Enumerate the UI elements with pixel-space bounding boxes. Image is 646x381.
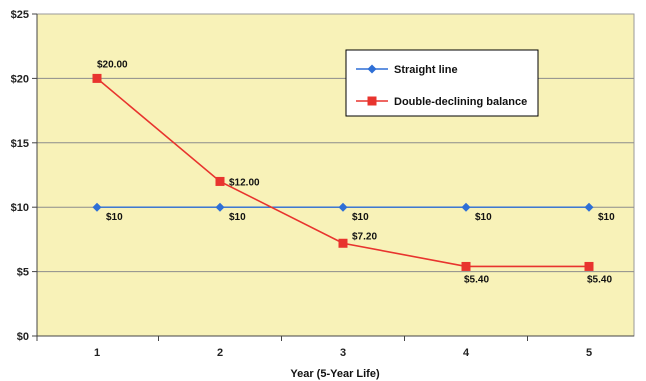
axes bbox=[36, 14, 634, 337]
x-tick-label: 5 bbox=[586, 347, 592, 359]
data-point bbox=[215, 202, 225, 212]
data-point bbox=[338, 238, 348, 248]
data-label: $12.00 bbox=[229, 177, 260, 188]
data-point bbox=[461, 202, 471, 212]
y-tick-label: $0 bbox=[17, 331, 29, 343]
series-1 bbox=[92, 202, 594, 212]
x-tick-label: 4 bbox=[463, 347, 470, 359]
y-tick-label: $15 bbox=[11, 138, 29, 150]
data-label: $10 bbox=[475, 212, 492, 223]
legend: Straight line Double-declining balance bbox=[345, 49, 539, 117]
data-point bbox=[584, 261, 594, 271]
data-point bbox=[92, 202, 102, 212]
data-label: $5.40 bbox=[587, 274, 612, 285]
data-point bbox=[584, 202, 594, 212]
x-tick-label: 1 bbox=[94, 347, 100, 359]
y-tick-label: $25 bbox=[11, 9, 29, 21]
legend-item: Double-declining balance bbox=[356, 96, 527, 108]
legend-marker bbox=[367, 64, 377, 74]
x-axis-title: Year (5-Year Life) bbox=[290, 368, 380, 380]
legend-item: Straight line bbox=[356, 64, 458, 76]
x-axis-ticks: 1 2 3 4 5 bbox=[36, 336, 592, 359]
data-point bbox=[461, 261, 471, 271]
x-tick-label: 3 bbox=[340, 347, 346, 359]
data-labels: $10 $10 $10 $10 $10 $20.00 $12.00 $7.20 $5.40 $5.… bbox=[97, 59, 615, 285]
data-label: $10 bbox=[352, 212, 369, 223]
data-point bbox=[215, 176, 225, 186]
legend-label: Straight line bbox=[394, 64, 458, 76]
legend-label: Double-declining balance bbox=[394, 96, 527, 108]
data-label: $10 bbox=[598, 212, 615, 223]
data-label: $7.20 bbox=[352, 231, 377, 242]
y-tick-label: $20 bbox=[11, 73, 29, 85]
data-point bbox=[92, 73, 102, 83]
data-label: $5.40 bbox=[464, 274, 489, 285]
data-label: $10 bbox=[106, 212, 123, 223]
series-2 bbox=[92, 73, 594, 271]
data-point bbox=[338, 202, 348, 212]
y-tick-label: $10 bbox=[11, 202, 29, 214]
y-axis-ticks: $0 $5 $10 $15 $20 $25 bbox=[11, 9, 37, 343]
data-label: $20.00 bbox=[97, 59, 128, 70]
legend-marker bbox=[367, 96, 377, 106]
series-group bbox=[92, 73, 594, 271]
legend-box bbox=[345, 49, 539, 117]
x-tick-label: 2 bbox=[217, 347, 223, 359]
data-label: $10 bbox=[229, 212, 246, 223]
y-tick-label: $5 bbox=[17, 267, 29, 279]
